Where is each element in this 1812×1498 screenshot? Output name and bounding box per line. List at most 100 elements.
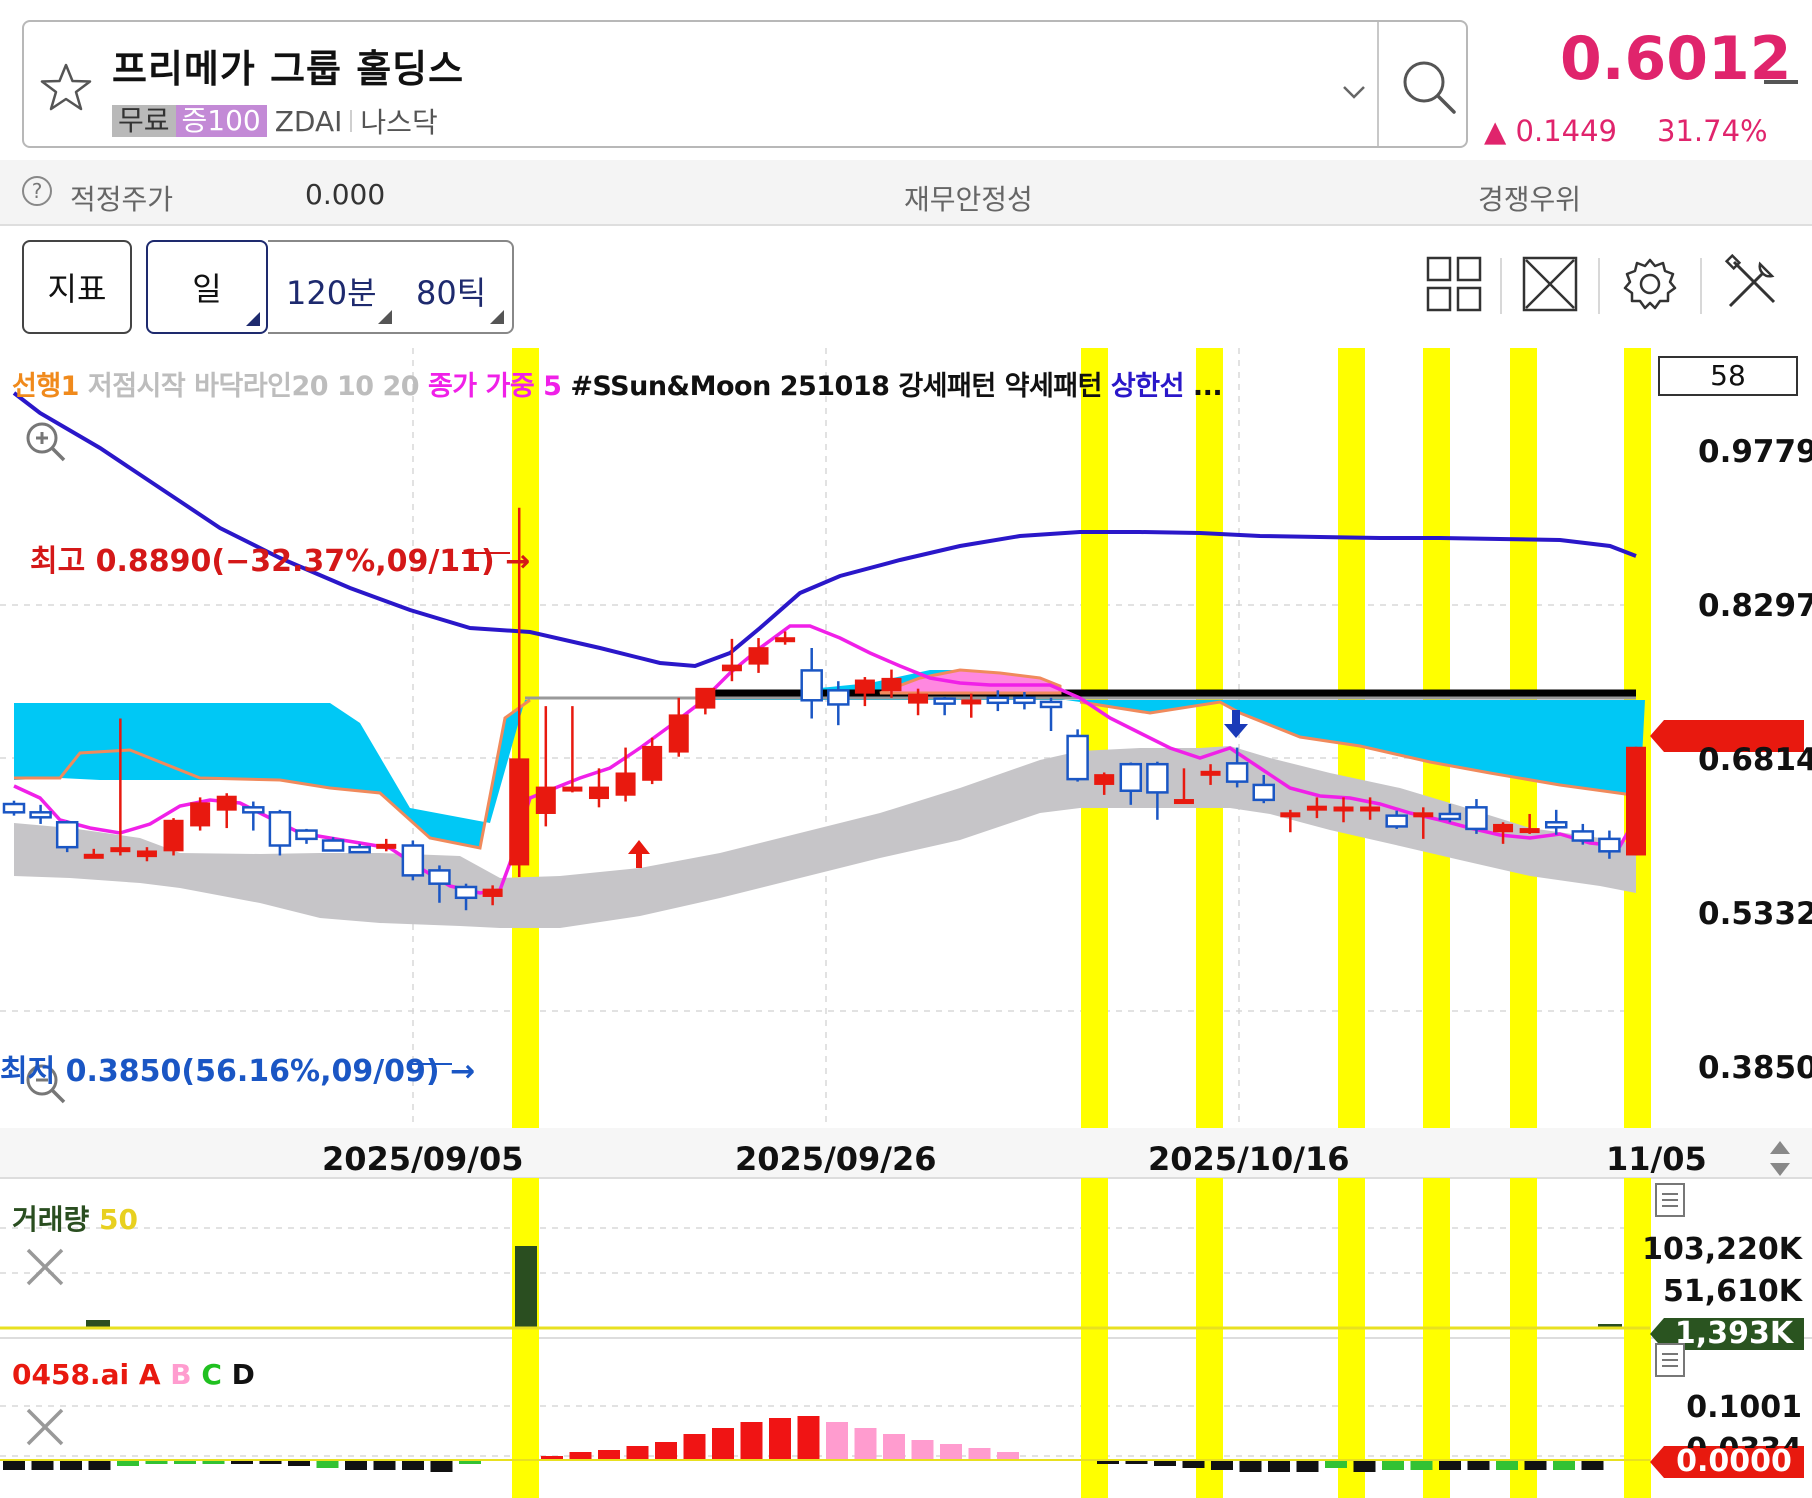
candle-body (348, 845, 371, 854)
candle-body (1039, 700, 1063, 709)
expand-icon[interactable] (1520, 254, 1580, 314)
scroll-icon[interactable] (1770, 1141, 1790, 1176)
ai-bar (655, 1442, 677, 1460)
date-label: 11/05 (1606, 1140, 1707, 1178)
close-ai-icon[interactable] (26, 1408, 64, 1446)
ai-bar (1125, 1460, 1148, 1464)
low-price-note: 최저 0.3850(56.16%,09/09) → (0, 1054, 476, 1089)
ai-label: 0458.ai (12, 1358, 130, 1391)
corner-mark (246, 312, 260, 326)
price-axis-label: 0.5332 (1698, 896, 1812, 932)
candle-body (562, 786, 583, 792)
search-icon[interactable] (1394, 52, 1464, 122)
legend-item[interactable]: 종가 가중 5 (427, 371, 562, 402)
ai-bar (968, 1448, 991, 1460)
ai-bar (202, 1460, 225, 1464)
chevron-down-icon[interactable] (1334, 72, 1374, 112)
candle-body (163, 819, 184, 852)
candle-body (800, 669, 823, 702)
candle-body (668, 714, 689, 753)
financial-stability-tab[interactable]: 재무안정성 (904, 183, 1033, 216)
candle-body (827, 689, 850, 706)
ai-bar (1581, 1460, 1604, 1470)
up-arrow-icon (628, 840, 650, 868)
ai-series-b: B (170, 1358, 192, 1391)
volume-bars (0, 1246, 1650, 1330)
candle-body (482, 888, 503, 897)
fair-price-label[interactable]: 적정주가 (70, 183, 174, 216)
volume-label: 거래량 (12, 1203, 90, 1236)
period-80tick-button[interactable]: 80틱 (416, 274, 487, 312)
candle-body (1626, 746, 1646, 856)
candle-body (55, 821, 79, 849)
zoom-out-icon[interactable] (26, 1064, 66, 1104)
tools-icon[interactable] (1722, 254, 1782, 314)
current-ai-tag: 0.0000 (1676, 1444, 1792, 1479)
legend-item[interactable]: 바닥라인20 (194, 371, 329, 402)
ai-bar (1496, 1460, 1518, 1470)
candle-body (1094, 774, 1115, 785)
ai-series-d: D (231, 1358, 255, 1391)
legend-item[interactable]: 저점시작 (87, 371, 186, 402)
candle-body (1519, 828, 1540, 834)
ai-bar (826, 1422, 848, 1460)
ai-panel-label[interactable]: 0458.ai A B C D (12, 1358, 255, 1391)
candle-body (1333, 806, 1354, 812)
legend-item[interactable]: ... (1192, 371, 1223, 402)
star-icon[interactable] (38, 60, 94, 116)
grid-icon[interactable] (1424, 254, 1484, 314)
candle-body (588, 786, 609, 800)
ai-oscillator-bars (3, 1416, 1604, 1472)
candle-body (881, 677, 902, 692)
ai-bar (854, 1428, 877, 1460)
stock-name[interactable]: 프리메가 그룹 홀딩스 (112, 47, 465, 91)
ai-menu-icon[interactable] (1655, 1343, 1685, 1377)
question-icon[interactable]: ? (22, 176, 52, 206)
price-axis-label: 0.8297 (1698, 588, 1812, 624)
candle-body (190, 802, 211, 827)
indicator-button[interactable]: 지표 (22, 240, 132, 334)
candle-body (1306, 805, 1327, 811)
close-volume-icon[interactable] (26, 1248, 64, 1286)
candle-body (933, 697, 956, 705)
ai-bar (1439, 1460, 1461, 1470)
ai-bar (1154, 1460, 1176, 1466)
candle-body (1465, 806, 1488, 831)
period-day-button[interactable]: 일 (146, 240, 268, 334)
ai-bar (1410, 1460, 1433, 1470)
period-120min-button[interactable]: 120분 (286, 274, 377, 312)
period-day-label: 일 (192, 270, 222, 308)
price-chart[interactable] (0, 348, 1812, 1498)
bar-count-box[interactable]: 58 (1658, 356, 1798, 396)
ai-bar (911, 1440, 934, 1460)
legend-item[interactable]: 상한선 (1110, 371, 1185, 402)
ai-bar (740, 1422, 763, 1460)
legend-item[interactable]: 강세패턴 (898, 371, 996, 402)
legend-item[interactable]: 선행1 (12, 371, 79, 402)
candle-body (535, 786, 556, 814)
candle-body (1544, 821, 1568, 829)
legend-item[interactable]: #SSun&Moon 251018 (570, 371, 890, 402)
competitive-edge-tab[interactable]: 경쟁우위 (1478, 183, 1582, 216)
current-volume-tag: 1,393K (1674, 1316, 1794, 1351)
legend-item[interactable]: 약세패턴 (1004, 371, 1103, 402)
ai-bar (1097, 1460, 1119, 1464)
candle-body (1280, 812, 1301, 818)
ai-axis-label: 0.1001 (1686, 1390, 1802, 1425)
ai-bar (60, 1460, 82, 1470)
candle-body (748, 647, 769, 665)
candle-body (401, 844, 425, 877)
ai-bar (569, 1452, 592, 1460)
gear-icon[interactable] (1620, 254, 1680, 314)
volume-panel-label[interactable]: 거래량 50 (12, 1198, 138, 1238)
ai-bar (1211, 1460, 1233, 1470)
candle-body (721, 664, 742, 672)
candle-body (775, 637, 796, 643)
candle-body (321, 839, 345, 852)
volume-menu-icon[interactable] (1655, 1183, 1685, 1217)
candle-body (908, 693, 929, 704)
legend-item[interactable]: 10 20 (337, 371, 420, 402)
zoom-in-icon[interactable] (26, 422, 66, 462)
candle-body (1066, 734, 1089, 781)
ai-bar (598, 1450, 620, 1460)
